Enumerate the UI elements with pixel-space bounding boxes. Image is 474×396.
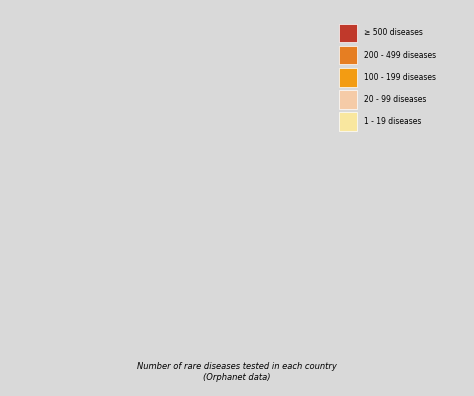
- FancyBboxPatch shape: [339, 112, 357, 131]
- Text: 1 - 19 diseases: 1 - 19 diseases: [364, 117, 421, 126]
- Text: 100 - 199 diseases: 100 - 199 diseases: [364, 72, 436, 82]
- FancyBboxPatch shape: [339, 90, 357, 109]
- Text: 200 - 499 diseases: 200 - 499 diseases: [364, 51, 436, 59]
- FancyBboxPatch shape: [339, 23, 357, 42]
- FancyBboxPatch shape: [339, 46, 357, 65]
- Text: ≥ 500 diseases: ≥ 500 diseases: [364, 29, 422, 37]
- FancyBboxPatch shape: [339, 68, 357, 86]
- Text: Number of rare diseases tested in each country
(Orphanet data): Number of rare diseases tested in each c…: [137, 362, 337, 382]
- Text: 20 - 99 diseases: 20 - 99 diseases: [364, 95, 426, 104]
